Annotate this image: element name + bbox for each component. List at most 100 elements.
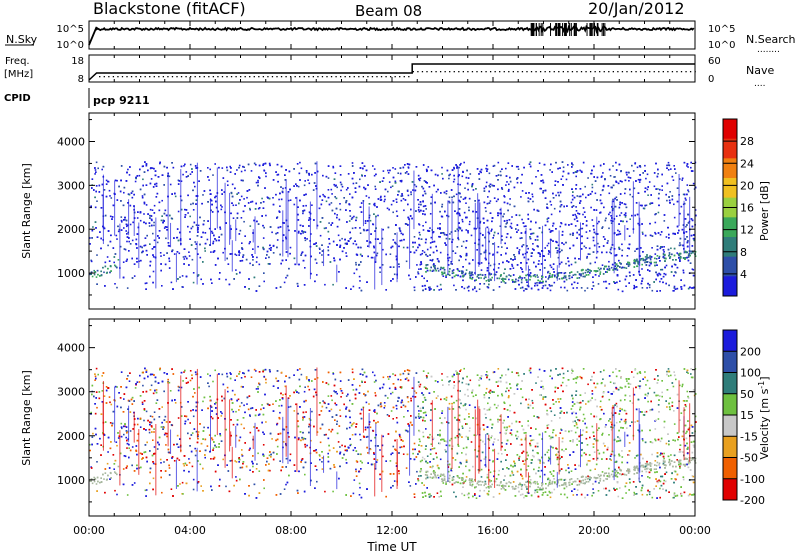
power-point — [302, 212, 304, 215]
power-point — [374, 204, 376, 207]
power-point — [152, 270, 155, 273]
power-point — [420, 268, 422, 270]
power-point — [242, 256, 244, 258]
power-point — [354, 240, 356, 242]
power-point — [143, 244, 145, 247]
power-point — [189, 173, 192, 175]
power-point — [96, 269, 99, 272]
power-point — [149, 260, 152, 263]
power-point — [602, 273, 605, 275]
power-point — [209, 168, 211, 171]
power-point — [565, 178, 568, 181]
nave-dot — [212, 76, 215, 78]
power-point — [158, 230, 161, 232]
power-point — [339, 203, 341, 205]
power-point — [619, 214, 621, 217]
power-point — [91, 275, 94, 278]
power-point — [627, 176, 630, 179]
power-point — [339, 165, 342, 167]
power-point — [430, 266, 432, 269]
power-point — [660, 268, 662, 271]
power-point — [567, 257, 569, 259]
power-point — [400, 199, 403, 202]
power-point — [94, 169, 97, 171]
power-point — [272, 197, 274, 199]
power-point — [542, 191, 544, 194]
power-point — [266, 254, 268, 256]
power-point — [150, 218, 153, 221]
power-point — [488, 190, 490, 193]
power-point — [499, 275, 502, 277]
power-point — [523, 166, 525, 169]
power-point — [675, 172, 677, 174]
power-point — [516, 181, 519, 184]
power-point — [515, 278, 517, 281]
power-point — [336, 216, 338, 219]
power-point — [690, 170, 693, 172]
power-point — [332, 283, 334, 286]
power-point — [516, 264, 519, 266]
power-point — [264, 162, 267, 165]
power-point — [141, 195, 144, 197]
power-point — [197, 275, 199, 277]
power-point — [167, 175, 169, 177]
power-point — [221, 193, 223, 195]
power-point — [398, 227, 401, 229]
power-point — [610, 266, 613, 269]
power-point — [650, 262, 652, 265]
power-point — [568, 277, 571, 280]
power-point — [458, 270, 461, 272]
nave-dot — [449, 71, 451, 73]
power-point — [574, 261, 577, 264]
power-point — [662, 281, 664, 284]
power-point — [563, 275, 566, 277]
power-point — [442, 232, 445, 234]
power-point — [572, 191, 574, 193]
power-point — [689, 262, 692, 264]
power-point — [523, 256, 526, 259]
power-point — [410, 208, 412, 211]
power-point — [484, 207, 487, 209]
power-point — [570, 201, 573, 204]
power-point — [657, 274, 659, 277]
power-point — [615, 215, 618, 217]
power-point — [375, 173, 377, 176]
power-point — [404, 172, 407, 174]
power-point — [452, 272, 455, 274]
power-point — [625, 171, 628, 174]
power-point — [687, 240, 689, 242]
power-point — [418, 237, 420, 240]
power-point — [305, 170, 308, 172]
power-point — [676, 200, 679, 203]
power-point — [144, 282, 147, 285]
power-point — [102, 165, 105, 168]
power-point — [139, 188, 142, 191]
power-point — [615, 254, 618, 256]
power-point — [565, 278, 568, 281]
power-point — [633, 266, 636, 268]
power-point — [422, 289, 424, 292]
power-point — [592, 236, 595, 239]
power-point — [670, 271, 673, 273]
power-point — [190, 244, 193, 246]
power-point — [327, 230, 330, 233]
power-point — [145, 184, 148, 186]
power-point — [571, 194, 574, 197]
power-point — [131, 190, 134, 193]
power-point — [497, 214, 499, 217]
nsky-line — [88, 23, 695, 46]
power-point — [505, 184, 507, 186]
power-point — [197, 227, 199, 229]
power-point — [570, 223, 573, 225]
power-point — [364, 175, 366, 177]
power-point — [459, 183, 461, 186]
power-point — [454, 210, 456, 212]
power-point — [480, 171, 482, 174]
power-point — [648, 256, 650, 259]
power-point — [384, 198, 386, 201]
power-point — [94, 271, 96, 273]
power-point — [422, 210, 425, 212]
power-point — [334, 172, 337, 174]
power-point — [497, 267, 500, 269]
nave-dot — [135, 76, 137, 78]
